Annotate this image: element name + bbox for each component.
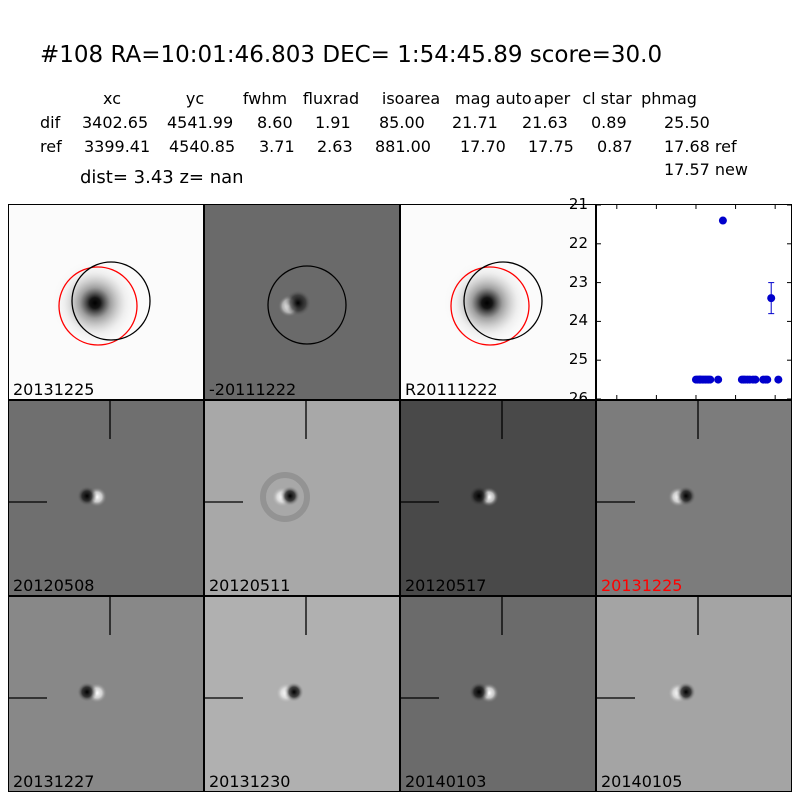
table-header-cell: aper bbox=[533, 89, 571, 108]
aperture-circle-black bbox=[267, 265, 347, 345]
panel-date-label: 20120508 bbox=[13, 576, 95, 595]
panel-date-label: 20120517 bbox=[405, 576, 487, 595]
subtraction-panel: 20140103 bbox=[400, 596, 596, 792]
table-header-cell: isoarea bbox=[381, 89, 441, 108]
table-cell: 21.71 bbox=[452, 113, 498, 132]
table-cell: 881.00 bbox=[375, 137, 431, 156]
table-cell: 3.71 bbox=[259, 137, 295, 156]
table-cell: 2.63 bbox=[317, 137, 353, 156]
table-row-label: ref bbox=[40, 137, 62, 156]
candidate-title: #108 RA=10:01:46.803 DEC= 1:54:45.89 sco… bbox=[40, 42, 663, 68]
table-cell: 1.91 bbox=[315, 113, 351, 132]
table-cell: 3402.65 bbox=[82, 113, 149, 132]
table-cell: 0.87 bbox=[597, 137, 633, 156]
table-row-label: dif bbox=[40, 113, 61, 132]
table-cell: 4540.85 bbox=[169, 137, 236, 156]
data-point bbox=[763, 375, 772, 384]
panel-date-label: 20131230 bbox=[209, 772, 291, 791]
panel-date-label: 20131225 bbox=[601, 576, 683, 595]
table-cell: 17.75 bbox=[528, 137, 574, 156]
panel-date-label: 20140103 bbox=[405, 772, 487, 791]
panel-date-label: 20140105 bbox=[601, 772, 683, 791]
table-cell: 17.70 bbox=[460, 137, 506, 156]
top-panel-dif: -20111222 bbox=[204, 204, 400, 400]
table-cell: 4541.99 bbox=[167, 113, 234, 132]
table-header-cell: yc bbox=[185, 89, 205, 108]
y-tick-label: 22 bbox=[568, 233, 588, 252]
panel-date-label: 20120511 bbox=[209, 576, 291, 595]
cutout-image bbox=[401, 597, 595, 791]
table-cell: 3399.41 bbox=[84, 137, 151, 156]
subtraction-panel: 20120517 bbox=[400, 400, 596, 596]
subtraction-panel: 20120508 bbox=[8, 400, 204, 596]
top-panel-new: 20131225 bbox=[8, 204, 204, 400]
aperture-circle-black bbox=[463, 261, 543, 341]
cutout-image bbox=[401, 205, 595, 399]
y-tick-label: 23 bbox=[568, 272, 588, 291]
table-cell: 17.68 ref bbox=[664, 137, 737, 156]
cutout-image bbox=[9, 401, 203, 595]
top-panel-ref: R20111222 bbox=[400, 204, 596, 400]
panel-date-label: 20131225 bbox=[13, 380, 95, 399]
dist-line: dist= 3.43 z= nan bbox=[80, 167, 244, 188]
aperture-circle-black bbox=[71, 261, 151, 341]
table-header-cell: phmag bbox=[641, 89, 697, 108]
table-cell: 85.00 bbox=[379, 113, 425, 132]
subtraction-panel: 20131227 bbox=[8, 596, 204, 792]
table-cell: 8.60 bbox=[257, 113, 293, 132]
data-point bbox=[706, 375, 715, 384]
table-header-cell: fwhm bbox=[242, 89, 288, 108]
data-point bbox=[718, 216, 727, 225]
aperture-circle-red bbox=[450, 266, 530, 346]
data-point bbox=[767, 294, 776, 303]
panel-date-label: 20131227 bbox=[13, 772, 95, 791]
y-tick-label: 24 bbox=[568, 311, 588, 330]
cutout-image bbox=[205, 401, 399, 595]
subtraction-panel: 20140105 bbox=[596, 596, 792, 792]
data-point bbox=[774, 375, 783, 384]
subtraction-panel: 20131230 bbox=[204, 596, 400, 792]
data-point bbox=[714, 375, 723, 384]
data-point bbox=[751, 375, 760, 384]
subtraction-panel: 20131225 bbox=[596, 400, 792, 596]
subtraction-panel: 20120511 bbox=[204, 400, 400, 596]
table-header-cell: mag auto bbox=[455, 89, 532, 108]
panel-date-label: -20111222 bbox=[209, 380, 297, 399]
cutout-image bbox=[597, 401, 791, 595]
cutout-image bbox=[205, 597, 399, 791]
y-tick-label: 25 bbox=[568, 350, 588, 369]
cutout-image bbox=[9, 597, 203, 791]
cutout-image bbox=[597, 597, 791, 791]
cutout-image bbox=[401, 401, 595, 595]
table-header-cell: cl star bbox=[582, 89, 632, 108]
cutout-image bbox=[205, 205, 399, 399]
table-header-cell: fluxrad bbox=[302, 89, 360, 108]
table-header-cell: xc bbox=[103, 89, 121, 108]
light-curve-plot bbox=[596, 204, 792, 400]
cutout-image bbox=[9, 205, 203, 399]
table-cell: 0.89 bbox=[591, 113, 627, 132]
y-tick-label: 21 bbox=[568, 195, 588, 213]
aperture-circle-red bbox=[58, 266, 138, 346]
phmag-new: 17.57 new bbox=[664, 160, 748, 179]
light-curve-svg bbox=[597, 204, 791, 400]
table-cell: 25.50 bbox=[664, 113, 710, 132]
table-cell: 21.63 bbox=[522, 113, 568, 132]
panel-date-label: R20111222 bbox=[405, 380, 498, 399]
